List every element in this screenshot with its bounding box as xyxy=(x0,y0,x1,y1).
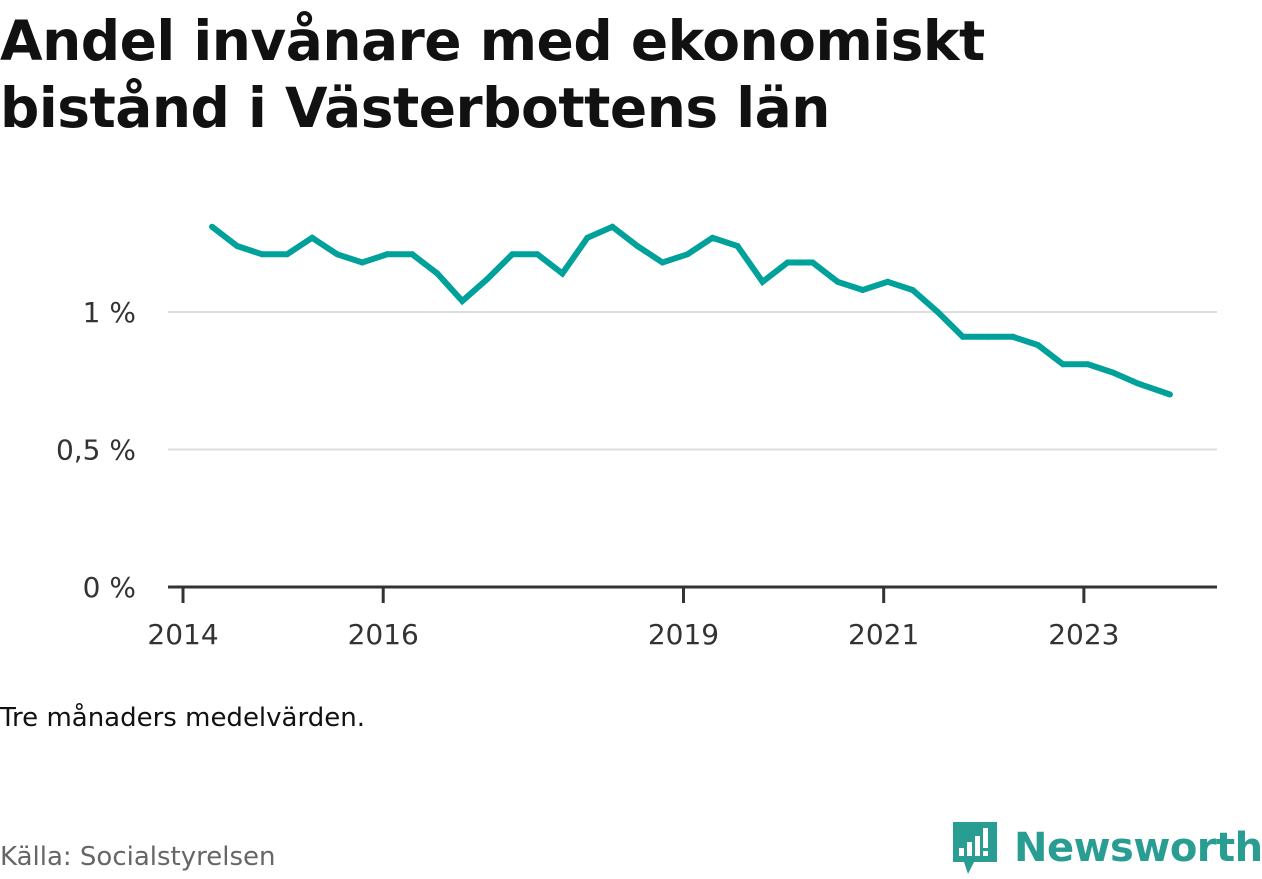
data-point xyxy=(984,333,991,340)
data-point xyxy=(259,251,266,258)
line-chart: 0 % 0,5 % 1 % 2014 2016 2019 2021 2023 xyxy=(56,223,1217,651)
data-point xyxy=(309,234,316,241)
brand-name: Newsworthy xyxy=(1014,825,1262,871)
grid-lines xyxy=(168,311,1217,451)
data-point xyxy=(209,223,216,230)
data-point xyxy=(509,251,516,258)
data-point xyxy=(809,259,816,266)
data-point xyxy=(334,251,341,258)
data-point xyxy=(759,278,766,285)
data-point xyxy=(584,234,591,241)
data-point xyxy=(534,251,541,258)
data-point xyxy=(709,234,716,241)
data-point xyxy=(459,298,466,304)
chart-title-line-2: bistånd i Västerbottens län xyxy=(0,76,830,140)
x-tick-label: 2023 xyxy=(1048,618,1119,651)
data-point xyxy=(384,251,391,258)
y-tick-label: 0,5 % xyxy=(56,434,136,467)
data-point xyxy=(1034,342,1041,348)
chart-note: Tre månaders medelvärden. xyxy=(0,703,365,733)
y-tick-label: 0 % xyxy=(83,571,136,604)
data-point xyxy=(734,243,741,249)
chart-title: Andel invånare med ekonomiskt bistånd i … xyxy=(0,8,1200,142)
data-point xyxy=(284,251,291,258)
data-point xyxy=(634,243,641,249)
chart-title-line-1: Andel invånare med ekonomiskt xyxy=(0,9,985,73)
data-point xyxy=(1109,369,1116,376)
data-point xyxy=(434,270,441,277)
bar-chart-logo-icon xyxy=(953,822,997,874)
data-point xyxy=(359,259,366,266)
data-point xyxy=(859,287,866,293)
data-point xyxy=(684,251,691,258)
brand-logo: Newsworthy xyxy=(950,818,1262,878)
y-axis-labels: 0 % 0,5 % 1 % xyxy=(56,296,136,604)
data-point xyxy=(1059,361,1066,368)
source-credit: Källa: Socialstyrelsen xyxy=(0,842,276,872)
data-point xyxy=(1134,380,1141,387)
data-point xyxy=(484,276,491,282)
x-tick-label: 2021 xyxy=(848,618,919,651)
x-tick-label: 2016 xyxy=(348,618,419,651)
data-point xyxy=(834,278,841,285)
data-point xyxy=(959,333,966,340)
data-point xyxy=(409,251,416,258)
data-point xyxy=(1009,333,1016,340)
x-tick-label: 2019 xyxy=(648,618,719,651)
data-point xyxy=(1166,391,1173,398)
data-point xyxy=(234,243,241,249)
data-point xyxy=(884,278,891,285)
data-point xyxy=(559,270,566,277)
series-line xyxy=(210,223,1171,398)
data-point xyxy=(609,223,616,230)
data-point xyxy=(909,287,916,293)
x-axis: 2014 2016 2019 2021 2023 xyxy=(147,585,1217,651)
data-point xyxy=(784,259,791,266)
data-point xyxy=(934,309,941,315)
data-series xyxy=(209,223,1173,398)
y-tick-label: 1 % xyxy=(83,296,136,329)
x-tick-label: 2014 xyxy=(147,618,218,651)
data-point xyxy=(659,259,666,266)
data-point xyxy=(1084,361,1091,368)
